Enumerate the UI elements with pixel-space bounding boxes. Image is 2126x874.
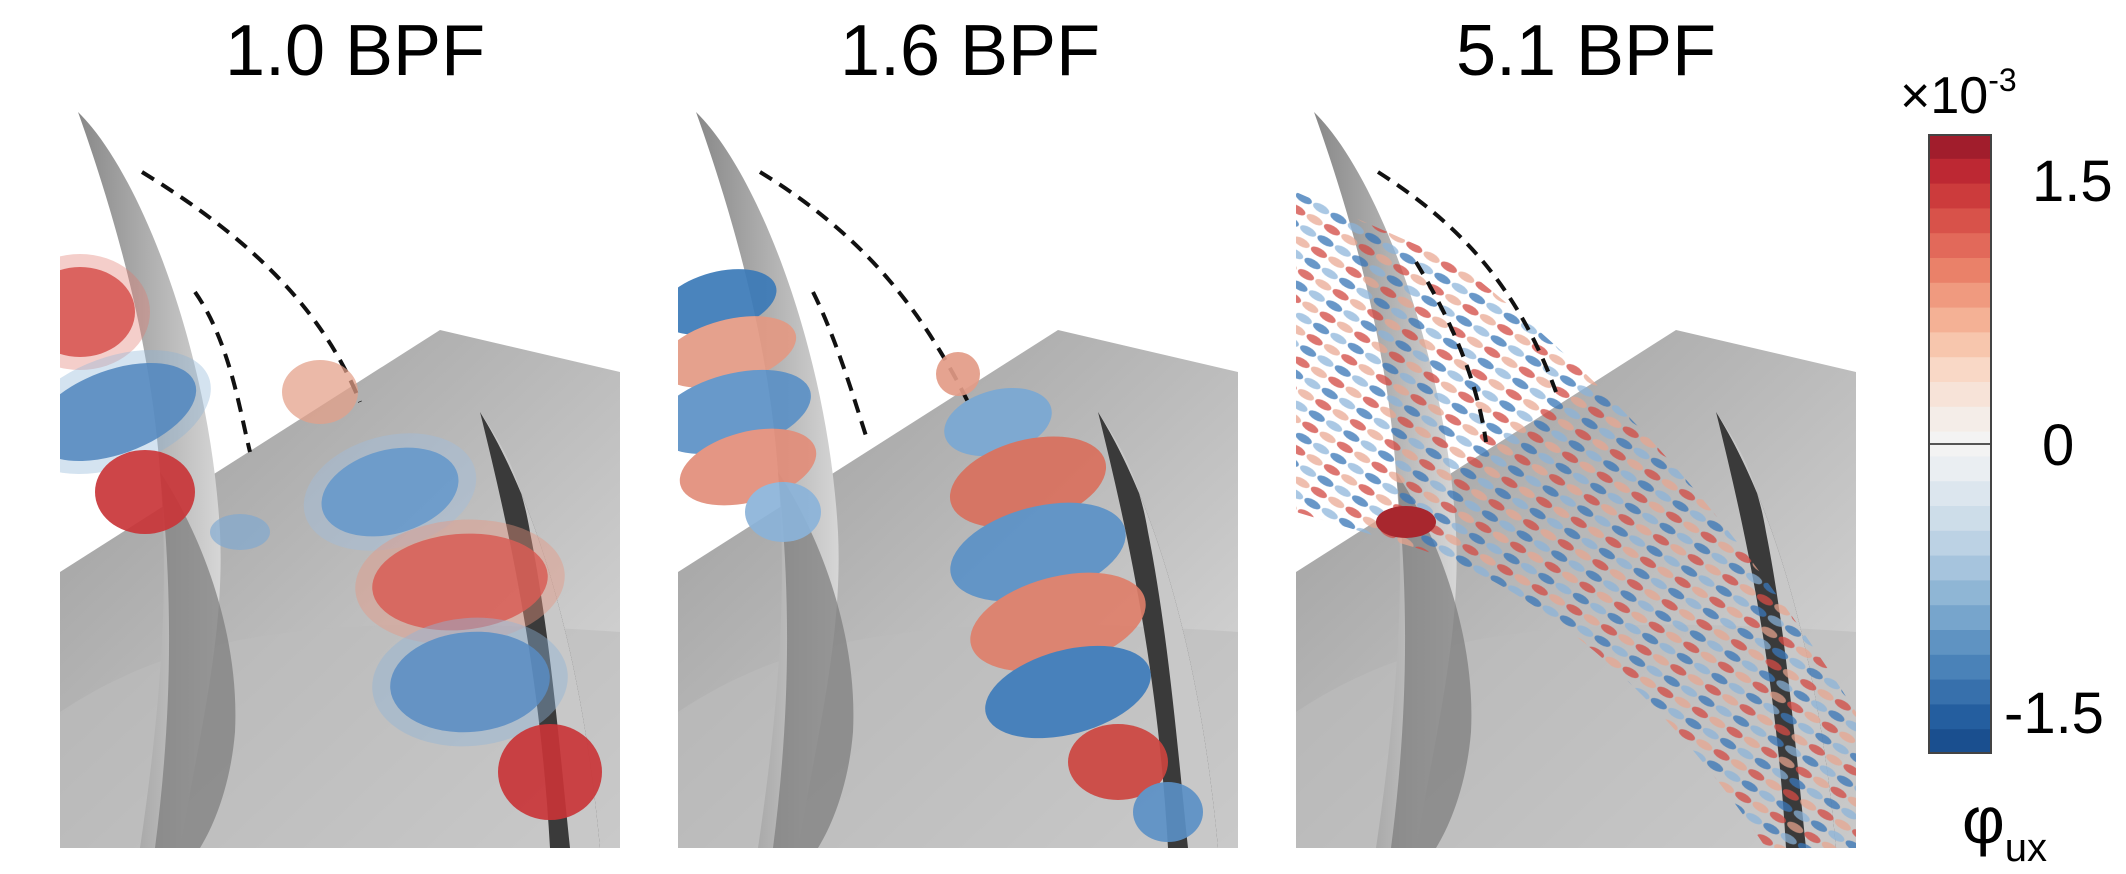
rotor-blade-lower [773, 472, 854, 848]
colorbar-swatch [1928, 456, 1992, 482]
colorbar-swatch [1928, 481, 1992, 507]
colorbar-swatch [1928, 530, 1992, 557]
rotor-blade-lower [155, 472, 236, 848]
colorbar-swatch [1928, 679, 1992, 705]
colorbar-swatch [1928, 307, 1992, 333]
rotor-blade-lower [1391, 472, 1472, 848]
isosurface-structures [655, 269, 1203, 842]
colorbar-tick-zero: 0 [2042, 413, 2075, 478]
wake-line-1 [140, 170, 362, 403]
tip-vortex [1376, 506, 1436, 538]
colorbar-border [1928, 134, 1992, 754]
colorbar-swatch [1928, 233, 1992, 259]
colorbar-swatch [1928, 630, 1992, 656]
panel-title-3: 5.1 BPF [1455, 11, 1717, 91]
isosurface-structures [10, 254, 602, 820]
colorbar-label: φux [1962, 783, 2048, 870]
stator-blade-front [1098, 412, 1218, 848]
colorbar-swatch [1928, 382, 1992, 408]
wake-line-1 [1376, 170, 1558, 393]
visualization-panel-1 [10, 112, 620, 848]
colorbar-swatch [1928, 654, 1992, 681]
colorbar-swatch [1928, 332, 1992, 358]
colorbar-tick-min: -1.5 [2004, 681, 2104, 746]
colorbar-swatch [1928, 605, 1992, 631]
colorbar-swatch [1928, 729, 1992, 754]
colorbar-swatch [1928, 183, 1992, 209]
colorbar-swatch [1928, 134, 1992, 160]
colorbar-swatch [1928, 282, 1992, 309]
colorbar-swatch [1928, 506, 1992, 532]
colorbar-swatch [1928, 580, 1992, 606]
colorbar-swatch [1928, 258, 1992, 284]
panel-title-1: 1.0 BPF [224, 11, 486, 91]
colorbar-swatch [1928, 357, 1992, 383]
colorbar-multiplier: ×10-3 [1900, 62, 2017, 125]
wake-line-2 [811, 291, 870, 443]
wake-line-2 [1414, 260, 1488, 443]
colorbar-swatch [1928, 555, 1992, 581]
colorbar-swatch [1928, 406, 1992, 433]
colorbar-swatch [1928, 704, 1992, 730]
panel-title-2: 1.6 BPF [839, 11, 1101, 91]
colorbar-tick-max: 1.5 [2032, 149, 2113, 214]
colorbar-swatch [1928, 208, 1992, 234]
visualization-panel-3 [1296, 112, 1856, 848]
colorbar [1928, 134, 1992, 754]
visualization-panel-2 [655, 112, 1238, 848]
wake-field [1296, 192, 1856, 848]
colorbar-swatch [1928, 158, 1992, 185]
